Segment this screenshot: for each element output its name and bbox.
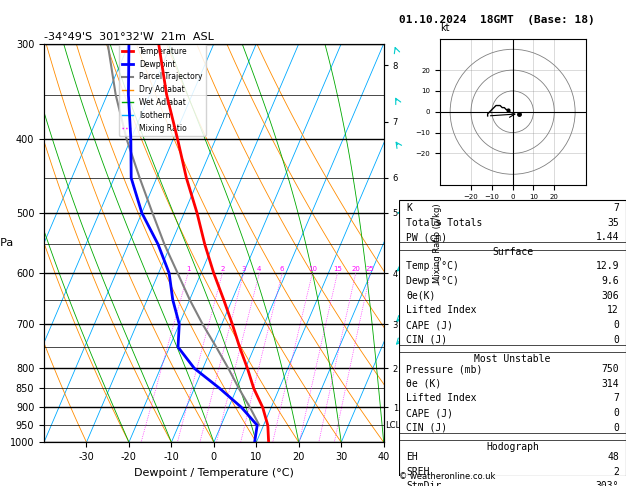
Text: Surface: Surface <box>492 247 533 257</box>
Text: 6: 6 <box>280 266 284 272</box>
Text: 7: 7 <box>613 203 619 213</box>
Text: 48: 48 <box>608 452 619 462</box>
FancyBboxPatch shape <box>399 200 626 476</box>
Text: θe (K): θe (K) <box>406 379 442 389</box>
Text: 15: 15 <box>333 266 342 272</box>
Text: 4: 4 <box>257 266 262 272</box>
Text: 2: 2 <box>613 467 619 477</box>
Text: SREH: SREH <box>406 467 430 477</box>
Text: Dewp (°C): Dewp (°C) <box>406 276 459 286</box>
Text: kt: kt <box>440 22 449 33</box>
Text: 1: 1 <box>186 266 191 272</box>
Text: © weatheronline.co.uk: © weatheronline.co.uk <box>399 472 496 481</box>
Text: Pressure (mb): Pressure (mb) <box>406 364 482 374</box>
Text: Hodograph: Hodograph <box>486 442 539 451</box>
Text: Most Unstable: Most Unstable <box>474 354 551 364</box>
X-axis label: Dewpoint / Temperature (°C): Dewpoint / Temperature (°C) <box>134 468 294 478</box>
Text: 314: 314 <box>601 379 619 389</box>
Text: θe(K): θe(K) <box>406 291 436 301</box>
Text: CAPE (J): CAPE (J) <box>406 408 454 418</box>
Text: Lifted Index: Lifted Index <box>406 306 477 315</box>
Text: 306: 306 <box>601 291 619 301</box>
Y-axis label: Mixing Ratio (g/kg): Mixing Ratio (g/kg) <box>433 203 442 283</box>
Text: Temp (°C): Temp (°C) <box>406 261 459 272</box>
Text: 12.9: 12.9 <box>596 261 619 272</box>
Text: 10: 10 <box>308 266 317 272</box>
Text: K: K <box>406 203 412 213</box>
Text: 0: 0 <box>613 423 619 433</box>
Text: PW (cm): PW (cm) <box>406 232 447 242</box>
Text: 25: 25 <box>366 266 375 272</box>
Text: hPa: hPa <box>0 238 13 248</box>
Text: 0: 0 <box>613 408 619 418</box>
Text: LCL: LCL <box>386 421 401 430</box>
Text: Lifted Index: Lifted Index <box>406 393 477 403</box>
Text: 750: 750 <box>601 364 619 374</box>
Text: 3: 3 <box>242 266 246 272</box>
Text: 7: 7 <box>613 393 619 403</box>
Text: EH: EH <box>406 452 418 462</box>
Text: Totals Totals: Totals Totals <box>406 218 482 227</box>
Text: CIN (J): CIN (J) <box>406 335 447 345</box>
Text: StmDir: StmDir <box>406 481 442 486</box>
Text: CAPE (J): CAPE (J) <box>406 320 454 330</box>
Text: 0: 0 <box>613 320 619 330</box>
Text: 303°: 303° <box>596 481 619 486</box>
Text: 9.6: 9.6 <box>601 276 619 286</box>
Text: -34°49'S  301°32'W  21m  ASL: -34°49'S 301°32'W 21m ASL <box>44 32 214 42</box>
Text: 01.10.2024  18GMT  (Base: 18): 01.10.2024 18GMT (Base: 18) <box>399 15 595 25</box>
Text: 20: 20 <box>352 266 360 272</box>
Text: 12: 12 <box>608 306 619 315</box>
Text: 2: 2 <box>220 266 225 272</box>
Text: 35: 35 <box>608 218 619 227</box>
Legend: Temperature, Dewpoint, Parcel Trajectory, Dry Adiabat, Wet Adiabat, Isotherm, Mi: Temperature, Dewpoint, Parcel Trajectory… <box>119 44 206 136</box>
Text: CIN (J): CIN (J) <box>406 423 447 433</box>
Text: 1.44: 1.44 <box>596 232 619 242</box>
Text: 0: 0 <box>613 335 619 345</box>
